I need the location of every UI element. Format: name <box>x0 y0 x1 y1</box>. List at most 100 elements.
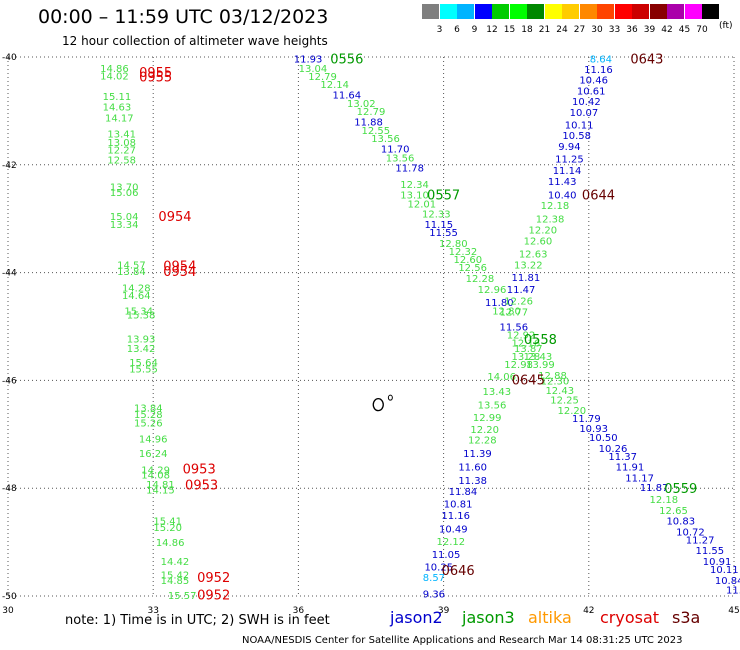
wave-height-label: 16.24 <box>139 449 168 460</box>
pass-time-label: 0952 <box>197 588 230 603</box>
colorbar-label: 12 <box>486 25 498 35</box>
wave-height-label: 14.28 <box>122 284 151 295</box>
wave-height-label: 11.84 <box>449 487 478 498</box>
colorbar-swatch <box>544 4 562 19</box>
wave-height-label: 11.91 <box>616 463 645 474</box>
wave-height-label: 12.99 <box>473 413 502 424</box>
wave-height-label: 11.25 <box>555 154 584 165</box>
wave-height-label: 15.34 <box>124 306 153 317</box>
wave-height-label: 9.36 <box>423 589 445 600</box>
wave-height-label: 14.06 <box>487 372 516 383</box>
wave-height-label: 12.96 <box>478 285 507 296</box>
wave-height-label: 11.14 <box>553 166 582 177</box>
wave-height-label: 11.05 <box>432 550 461 561</box>
wave-height-label: 12.20 <box>470 425 499 436</box>
satellite-legend-altika: altika <box>528 608 572 627</box>
wave-height-label: 12.01 <box>407 200 436 211</box>
wave-height-label: 11.78 <box>395 163 424 174</box>
wave-height-label: 11.17 <box>625 473 654 484</box>
wave-height-label: 15.55 <box>129 365 158 376</box>
colorbar-swatch <box>457 4 474 19</box>
wave-height-label: 13.22 <box>514 261 543 272</box>
colorbar-swatch <box>579 4 597 19</box>
colorbar-swatch <box>667 4 684 19</box>
wave-height-label: 12.26 <box>504 297 533 308</box>
wave-height-label: 14.63 <box>103 103 132 114</box>
pass-time-label: 0955 <box>139 70 172 85</box>
y-tick-label: -42 <box>2 161 17 171</box>
wave-height-label: 10.11 <box>710 565 739 576</box>
wave-height-label: 15.57 <box>168 591 197 602</box>
wave-height-label: 11.93 <box>294 55 323 66</box>
colorbar-swatch <box>422 4 439 19</box>
wave-height-label: 12.28 <box>468 436 497 447</box>
wave-height-label: 11.55 <box>429 228 458 239</box>
colorbar-swatch <box>597 4 614 19</box>
wave-height-label: 13.04 <box>299 64 328 75</box>
wave-height-label: 14.29 <box>141 465 170 476</box>
wave-height-label: 12.20 <box>528 225 557 236</box>
wave-height-label: 12.38 <box>536 215 565 226</box>
colorbar-label: 3 <box>436 25 443 35</box>
satellite-legend-cryosat: cryosat <box>600 608 660 627</box>
colorbar-label: 6 <box>454 25 460 35</box>
wave-height-label: 14.85 <box>161 576 190 587</box>
colorbar-swatch <box>684 4 702 19</box>
wave-height-label: 10.49 <box>439 525 468 536</box>
wave-height-label: 11.55 <box>695 546 724 557</box>
colorbar-label: 42 <box>661 25 673 35</box>
wave-height-label: 13.99 <box>526 360 555 371</box>
map-grid <box>7 56 735 597</box>
pass-time-label: 0558 <box>524 333 557 348</box>
wave-height-label: 12.33 <box>422 209 451 220</box>
colorbar-swatch <box>527 4 544 19</box>
y-tick-label: -44 <box>2 269 17 279</box>
wave-height-label: 13.43 <box>483 387 512 398</box>
x-tick-label: 45 <box>728 606 739 616</box>
wave-height-label: 13.08 <box>107 138 136 149</box>
colorbar-swatch <box>474 4 492 19</box>
wave-height-label: 12.80 <box>439 239 468 250</box>
pass-time-label: 0643 <box>630 53 663 68</box>
wave-height-label: 11.60 <box>458 463 487 474</box>
colorbar-label: 70 <box>696 25 708 35</box>
colorbar-label: 30 <box>591 25 603 35</box>
y-tick-label: -46 <box>2 376 17 386</box>
wave-height-label: 11. <box>726 586 740 597</box>
wave-height-label: 14.86 <box>156 538 185 549</box>
wave-height-label: 11.79 <box>572 414 601 425</box>
wave-height-label: 12.12 <box>437 537 466 548</box>
colorbar-swatch <box>632 4 649 19</box>
wave-height-label: 13.28 <box>512 352 541 363</box>
pass-time-label: 0954 <box>163 260 196 275</box>
footer-credit: NOAA/NESDIS Center for Satellite Applica… <box>242 635 683 646</box>
wave-height-label: 14.42 <box>161 557 190 568</box>
colorbar-label: 18 <box>521 25 533 35</box>
colorbar-label: 36 <box>626 25 638 35</box>
wave-height-label: 10.11 <box>565 120 594 131</box>
wave-height-label: 10.91 <box>703 557 732 568</box>
wave-height-label: 15.11 <box>103 92 132 103</box>
wave-height-label: 12.98 <box>504 360 533 371</box>
wave-height-label: 14.57 <box>117 261 146 272</box>
pass-time-label: 0645 <box>512 373 545 388</box>
wave-height-label: 13.84 <box>134 403 163 414</box>
wave-height-label: 12.30 <box>541 376 570 387</box>
wave-height-label: 15.04 <box>110 212 139 223</box>
colorbar-swatch <box>562 4 579 19</box>
wave-height-label: 12.60 <box>453 255 482 266</box>
wave-height-label: 12.60 <box>524 236 553 247</box>
colorbar-label: 33 <box>608 25 621 35</box>
pass-time-label: 0953 <box>183 462 216 477</box>
wave-height-label: 10.25 <box>424 562 453 573</box>
pass-time-label: 0646 <box>442 564 475 579</box>
wave-height-label: 12.79 <box>308 72 337 83</box>
wave-height-label: 13.42 <box>127 344 156 355</box>
wave-height-label: 11.87 <box>640 483 669 494</box>
colorbar-swatch <box>614 4 632 19</box>
wave-height-label: 10.83 <box>666 517 695 528</box>
pass-time-label: 0954 <box>163 265 196 280</box>
wave-height-label: 13.56 <box>386 153 415 164</box>
wave-height-label: 15.20 <box>153 523 182 534</box>
wave-height-label: 10.46 <box>579 76 608 87</box>
